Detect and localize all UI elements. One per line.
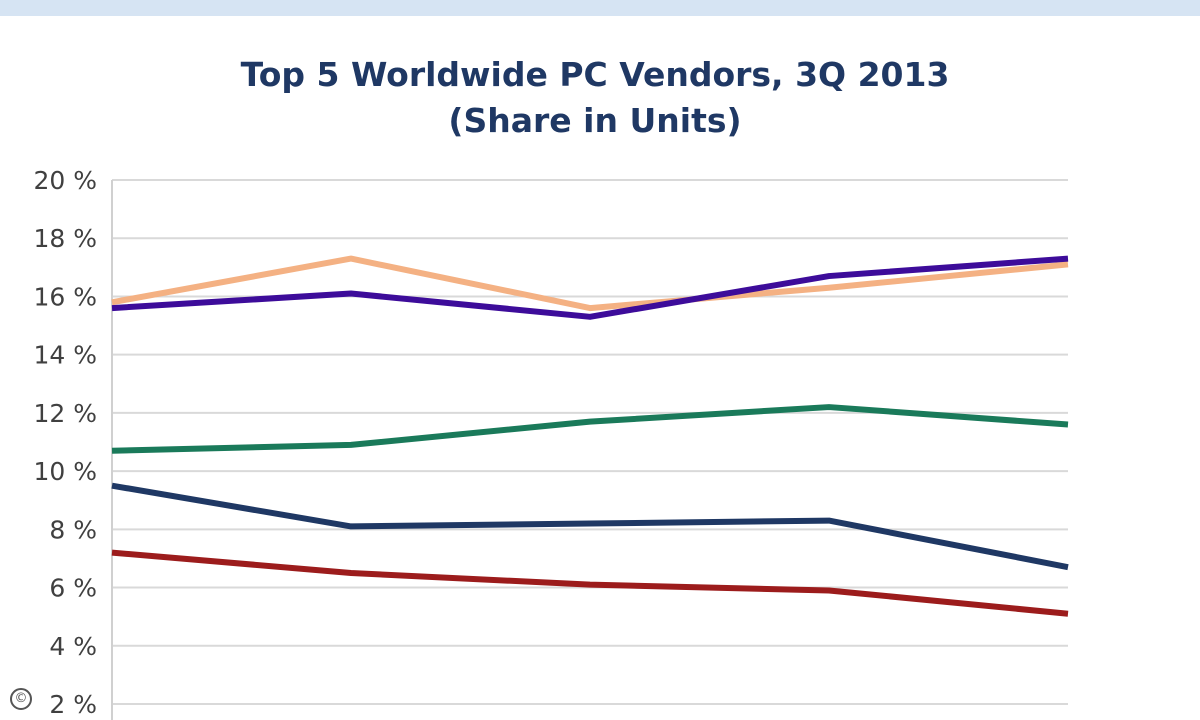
series-line-4 bbox=[111, 482, 1069, 571]
series-lines bbox=[111, 255, 1069, 617]
series-line-1 bbox=[111, 255, 1069, 312]
series-line-3 bbox=[111, 404, 1069, 454]
y-tick-label: 16 % bbox=[33, 282, 97, 311]
series-line-5 bbox=[111, 549, 1069, 617]
y-tick-label: 18 % bbox=[33, 224, 97, 253]
y-tick-label: 8 % bbox=[49, 515, 97, 544]
y-tick-label: 14 % bbox=[33, 341, 97, 370]
y-tick-label: 2 % bbox=[49, 690, 97, 719]
copyright-icon: © bbox=[10, 688, 32, 710]
y-tick-label: 12 % bbox=[33, 399, 97, 428]
chart-title-block: Top 5 Worldwide PC Vendors, 3Q 2013 (Sha… bbox=[0, 52, 1190, 144]
y-tick-label: 4 % bbox=[49, 632, 97, 661]
gridlines bbox=[112, 179, 1068, 705]
y-axis-tick-labels: 20 % 18 % 16 % 14 % 12 % 10 % 8 % 6 % 4 % 2 % bbox=[33, 166, 97, 719]
chart-title: Top 5 Worldwide PC Vendors, 3Q 2013 bbox=[240, 55, 950, 94]
top-band bbox=[0, 0, 1200, 16]
y-tick-label: 6 % bbox=[49, 574, 97, 603]
y-tick-label: 10 % bbox=[33, 457, 97, 486]
chart-subtitle: (Share in Units) bbox=[448, 101, 742, 140]
series-line-2 bbox=[111, 255, 1069, 320]
y-tick-label: 20 % bbox=[33, 166, 97, 195]
